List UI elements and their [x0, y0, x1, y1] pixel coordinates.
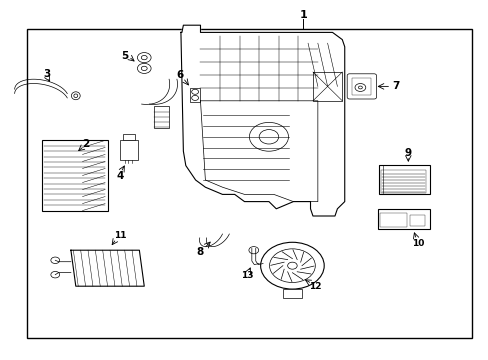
- Bar: [351, 78, 370, 95]
- Text: 10: 10: [411, 238, 424, 248]
- Circle shape: [137, 63, 151, 73]
- Circle shape: [260, 242, 324, 289]
- Text: 4: 4: [116, 171, 123, 181]
- Polygon shape: [71, 250, 144, 286]
- Bar: [189, 88, 200, 102]
- Polygon shape: [181, 25, 344, 216]
- Circle shape: [137, 53, 151, 63]
- Text: 8: 8: [197, 247, 203, 257]
- Bar: [380, 213, 407, 227]
- Bar: [27, 29, 471, 338]
- FancyBboxPatch shape: [346, 74, 376, 99]
- Text: 12: 12: [308, 282, 321, 291]
- Text: 11: 11: [113, 231, 126, 240]
- Text: 5: 5: [121, 51, 128, 61]
- Bar: [377, 209, 429, 229]
- Bar: [154, 106, 168, 128]
- Text: 7: 7: [391, 81, 399, 91]
- Text: 1: 1: [299, 10, 306, 20]
- Text: 9: 9: [404, 148, 411, 158]
- Circle shape: [287, 262, 297, 269]
- Bar: [409, 215, 425, 226]
- Bar: [378, 165, 429, 194]
- Bar: [282, 289, 302, 298]
- Text: 13: 13: [240, 271, 253, 280]
- Text: 2: 2: [82, 139, 89, 149]
- Bar: [381, 170, 426, 193]
- Text: 3: 3: [43, 69, 50, 79]
- Text: 6: 6: [176, 70, 183, 80]
- Bar: [41, 140, 107, 211]
- Bar: [123, 134, 135, 140]
- Polygon shape: [312, 72, 342, 101]
- Bar: [120, 140, 138, 160]
